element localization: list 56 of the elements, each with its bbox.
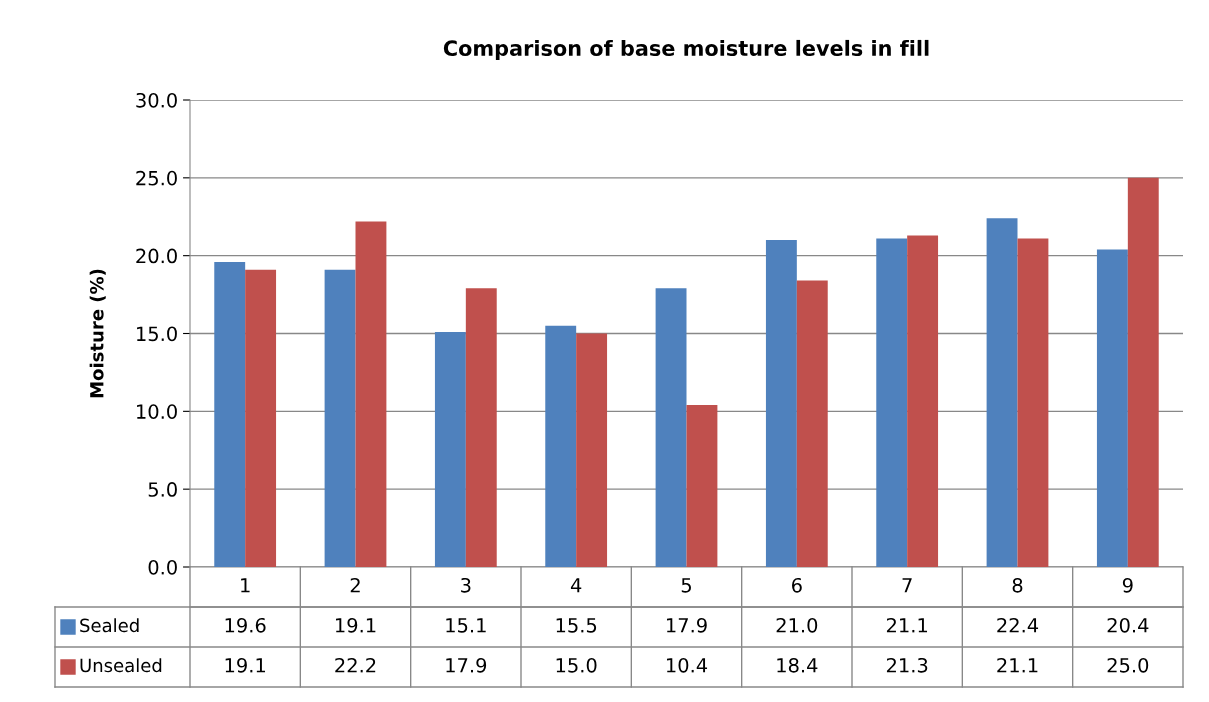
data-label: 21.0 xyxy=(776,617,818,633)
y-tick-label: 25.0 xyxy=(136,170,177,186)
data-label: 21.3 xyxy=(886,657,928,673)
data-label: 15.0 xyxy=(556,657,597,673)
bar xyxy=(245,269,277,567)
x-tick-label: 8 xyxy=(1012,577,1023,593)
x-tick-label: 5 xyxy=(681,578,691,593)
data-label: 19.6 xyxy=(225,617,266,633)
data-label: 20.4 xyxy=(1107,617,1149,633)
y-tick-label: 10.0 xyxy=(137,404,177,419)
x-tick-label: 7 xyxy=(902,578,912,593)
chart-title: Comparison of base moisture levels in fill xyxy=(443,39,929,61)
y-tick-label: 15.0 xyxy=(137,326,177,342)
bar xyxy=(876,238,908,567)
x-tick-label: 1 xyxy=(241,578,250,593)
bar xyxy=(434,331,466,567)
bar xyxy=(765,240,797,567)
bar xyxy=(686,405,718,567)
data-label: 15.5 xyxy=(556,618,597,633)
x-tick-label: 6 xyxy=(792,577,802,593)
data-label: 17.9 xyxy=(666,617,707,633)
x-tick-label: 4 xyxy=(570,578,582,593)
y-tick-label: 5.0 xyxy=(148,482,177,497)
bar xyxy=(1127,177,1159,567)
y-axis-title: Moisture (%) xyxy=(89,269,106,398)
data-label: 25.0 xyxy=(1107,657,1149,673)
x-tick-label: 2 xyxy=(350,577,360,593)
bar xyxy=(1017,238,1049,567)
legend-label: Sealed xyxy=(80,618,139,633)
bar xyxy=(796,280,828,567)
data-label: 21.1 xyxy=(886,617,928,633)
data-label: 18.4 xyxy=(777,657,818,673)
data-label: 19.1 xyxy=(225,657,266,673)
data-label: 19.1 xyxy=(335,617,376,633)
x-tick-label: 3 xyxy=(461,577,471,593)
data-label: 17.9 xyxy=(446,657,487,673)
bar xyxy=(214,261,246,567)
bar xyxy=(986,218,1018,567)
data-label: 22.4 xyxy=(997,617,1039,633)
legend-label: Unsealed xyxy=(80,658,162,673)
y-tick-label: 0.0 xyxy=(148,559,177,575)
bar xyxy=(465,288,497,567)
data-label: 21.1 xyxy=(997,657,1038,673)
bar xyxy=(1096,249,1128,567)
y-tick-label: 20.0 xyxy=(136,248,177,264)
data-label: 15.1 xyxy=(446,618,486,633)
bar xyxy=(655,288,687,567)
bar xyxy=(324,269,356,567)
y-tick-label: 30.0 xyxy=(136,92,177,108)
data-label: 10.4 xyxy=(666,657,708,673)
bar xyxy=(907,235,939,567)
data-label: 22.2 xyxy=(335,657,376,673)
bar xyxy=(576,333,608,567)
x-tick-label: 9 xyxy=(1122,577,1133,593)
bar xyxy=(355,221,387,567)
bar xyxy=(545,325,577,567)
